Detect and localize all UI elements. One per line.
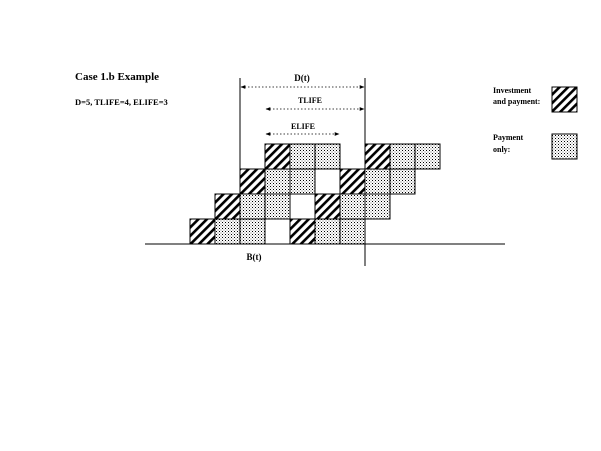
payment-cell (264, 168, 291, 195)
legend-payment-label-line1: Payment (493, 133, 524, 142)
payment-cell (339, 193, 366, 220)
payment-cell (214, 218, 241, 245)
legend-investment-swatch (551, 86, 578, 113)
payment-cell (364, 193, 391, 220)
d-label: D(t) (294, 73, 310, 83)
payment-cell (364, 168, 391, 195)
payment-cell (389, 143, 416, 170)
payment-cell (264, 193, 291, 220)
investment-cell (264, 143, 291, 170)
cell-grid (189, 143, 441, 245)
payment-cell (414, 143, 441, 170)
legend-investment-label-line2: and payment: (493, 97, 540, 106)
investment-cell (339, 168, 366, 195)
payment-cell (239, 218, 266, 245)
investment-cell (364, 143, 391, 170)
tlife-label: TLIFE (298, 96, 322, 105)
investment-cell (314, 193, 341, 220)
legend-payment-label-line2: only: (493, 145, 510, 154)
payment-cell (314, 143, 341, 170)
payment-cell (389, 168, 416, 195)
investment-cell (189, 218, 216, 245)
payment-cell (339, 218, 366, 245)
payment-cell (289, 143, 316, 170)
payment-cell (314, 218, 341, 245)
investment-cell (289, 218, 316, 245)
legend-investment-label-line1: Investment (493, 86, 532, 95)
payment-cell (239, 193, 266, 220)
payment-cell (289, 168, 316, 195)
parameters-label: D=5, TLIFE=4, ELIFE=3 (75, 97, 168, 107)
investment-cell (239, 168, 266, 195)
b-label: B(t) (247, 252, 262, 262)
elife-label: ELIFE (291, 122, 315, 131)
investment-cell (214, 193, 241, 220)
legend-payment-swatch (551, 133, 578, 160)
diagram-title: Case 1.b Example (75, 71, 159, 83)
